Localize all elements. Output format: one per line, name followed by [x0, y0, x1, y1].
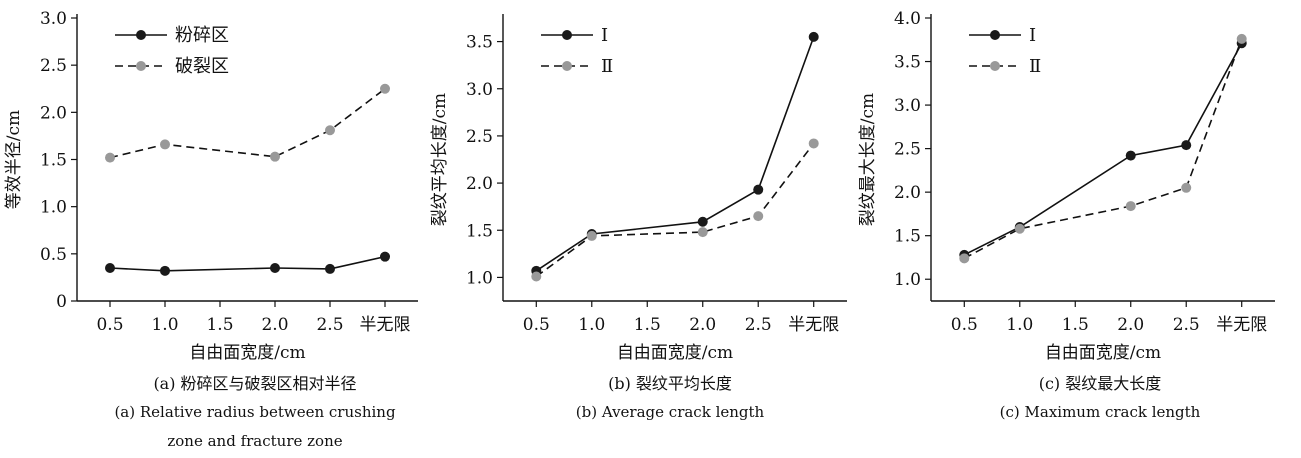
y-tick-label: 2.5 [466, 127, 493, 147]
legend-marker-0 [562, 30, 572, 40]
series-line-0 [535, 36, 815, 272]
chart-c: 1.0 1.5 2.0 2.5 3.0 3.5 4.0 0.5 1.0 1.5 2.0 2.5 半无限自… [858, 9, 1275, 363]
data-point [808, 31, 819, 42]
caption-b-zh: (b) 裂纹平均长度 [608, 374, 732, 393]
legend-label-0: Ⅰ [601, 25, 608, 46]
x-tick-label: 2.0 [261, 315, 288, 335]
data-point [959, 253, 970, 264]
data-point [697, 216, 708, 227]
data-point [697, 227, 708, 238]
y-tick-label: 3.5 [466, 33, 493, 53]
y-tick-label: 1.0 [40, 198, 67, 218]
y-tick-label: 1.5 [40, 151, 67, 171]
y-tick-label: 3.5 [894, 53, 921, 73]
data-point [808, 138, 819, 149]
x-axis-label: 自由面宽度/cm [189, 343, 305, 363]
data-point [380, 251, 390, 262]
y-tick-label: 1.0 [466, 268, 493, 288]
series-line-1 [963, 38, 1243, 260]
data-point [531, 271, 542, 282]
data-point [380, 83, 390, 94]
y-axis-label: 裂纹最大长度/cm [858, 93, 878, 226]
legend-marker-1 [136, 61, 146, 71]
x-tick-label: 半无限 [1216, 315, 1267, 335]
y-tick-label: 2.5 [894, 140, 921, 160]
data-point [160, 139, 170, 150]
y-tick-label: 3.0 [40, 9, 67, 29]
data-point [753, 211, 764, 222]
x-tick-label: 半无限 [788, 315, 839, 335]
chart-a: 0 0.5 1.0 1.5 2.0 2.5 3.0 0.5 1.0 1.5 2.0 2.5 半无限自由面… [4, 9, 418, 363]
x-tick-label: 1.5 [634, 315, 661, 335]
x-tick-label: 1.0 [151, 315, 178, 335]
legend-marker-1 [990, 61, 1000, 71]
legend-marker-1 [562, 61, 572, 71]
legend-marker-0 [136, 30, 146, 40]
caption-a-en-line1: (a) Relative radius between crushing [114, 403, 396, 421]
x-tick-label: 半无限 [360, 315, 411, 335]
y-tick-label: 3.0 [894, 96, 921, 116]
x-tick-label: 1.0 [578, 315, 605, 335]
x-tick-label: 2.5 [1173, 315, 1200, 335]
data-point [1181, 182, 1192, 193]
x-tick-label: 2.0 [1117, 315, 1144, 335]
y-axis-label: 裂纹平均长度/cm [430, 93, 450, 226]
caption-c-en: (c) Maximum crack length [999, 403, 1201, 421]
x-tick-label: 2.5 [316, 315, 343, 335]
y-tick-label: 1.0 [894, 270, 921, 290]
data-point [1181, 140, 1192, 151]
x-tick-label: 0.5 [951, 315, 978, 335]
x-tick-label: 2.5 [745, 315, 772, 335]
legend-label-1: 破裂区 [175, 56, 229, 77]
data-point [325, 263, 335, 274]
caption-b-en: (b) Average crack length [575, 403, 765, 421]
data-point [1014, 223, 1025, 234]
legend-label-0: 粉碎区 [175, 25, 229, 46]
data-point [105, 152, 115, 163]
series-line-1 [535, 143, 815, 278]
x-axis-label: 自由面宽度/cm [1045, 343, 1161, 363]
data-point [1125, 201, 1136, 212]
legend-marker-0 [990, 30, 1000, 40]
y-tick-label: 3.0 [466, 80, 493, 100]
x-tick-label: 1.5 [1062, 315, 1089, 335]
y-tick-label: 1.5 [466, 221, 493, 241]
x-tick-label: 1.5 [206, 315, 233, 335]
caption-a-zh: (a) 粉碎区与破裂区相对半径 [153, 374, 357, 393]
y-tick-label: 1.5 [894, 227, 921, 247]
legend-label-0: Ⅰ [1029, 25, 1036, 46]
data-point [1125, 150, 1136, 161]
y-tick-label: 0.5 [40, 245, 67, 265]
y-tick-label: 2.0 [466, 174, 493, 194]
data-point [270, 151, 280, 162]
data-point [105, 262, 115, 273]
series-line-1 [109, 88, 386, 159]
x-axis-label: 自由面宽度/cm [617, 343, 733, 363]
x-tick-label: 1.0 [1006, 315, 1033, 335]
x-tick-label: 2.0 [689, 315, 716, 335]
data-point [753, 184, 764, 195]
y-tick-label: 2.0 [40, 103, 67, 123]
chart-b: 1.0 1.5 2.0 2.5 3.0 3.5 0.5 1.0 1.5 2.0 2.5 半无限自由面宽… [430, 14, 847, 363]
series-line-0 [109, 255, 386, 272]
caption-a-en-line2: zone and fracture zone [167, 432, 343, 450]
data-point [325, 125, 335, 136]
data-point [586, 230, 597, 241]
x-tick-label: 0.5 [523, 315, 550, 335]
data-point [1236, 33, 1247, 44]
y-tick-label: 0 [56, 292, 67, 312]
caption-c-zh: (c) 裂纹最大长度 [1038, 374, 1162, 393]
data-point [160, 265, 170, 276]
data-point [270, 262, 280, 273]
legend-label-1: Ⅱ [1029, 56, 1041, 77]
y-axis-label: 等效半径/cm [4, 110, 24, 209]
x-tick-label: 0.5 [96, 315, 123, 335]
legend-label-1: Ⅱ [601, 56, 613, 77]
y-tick-label: 4.0 [894, 9, 921, 29]
y-tick-label: 2.0 [894, 183, 921, 203]
y-tick-label: 2.5 [40, 56, 67, 76]
